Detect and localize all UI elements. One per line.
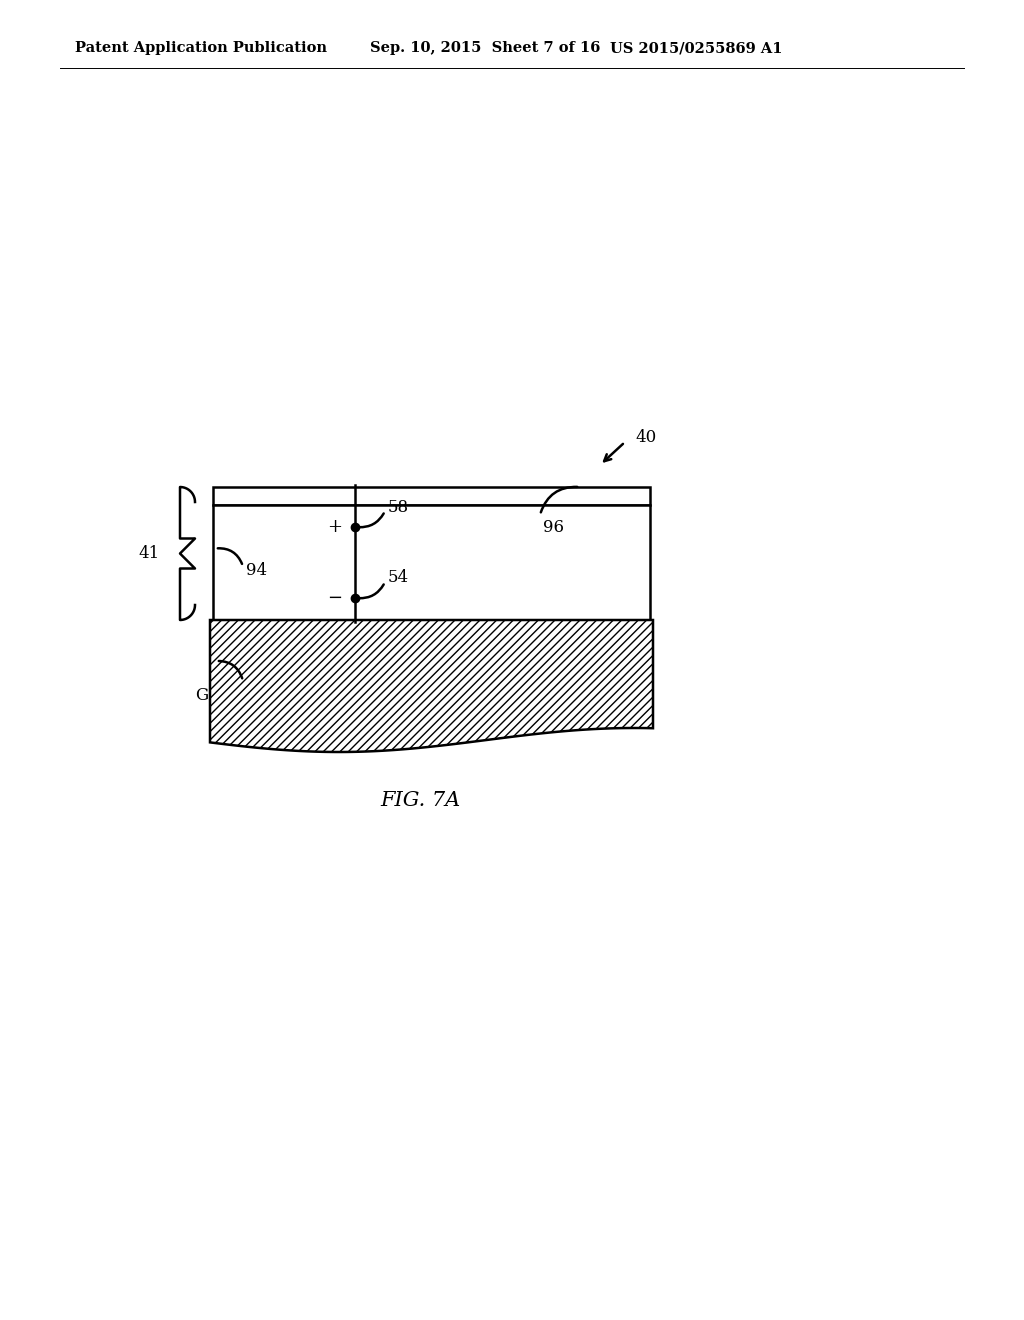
Text: −: − bbox=[328, 589, 343, 607]
Text: Sep. 10, 2015  Sheet 7 of 16: Sep. 10, 2015 Sheet 7 of 16 bbox=[370, 41, 600, 55]
Text: FIG. 7A: FIG. 7A bbox=[380, 791, 460, 809]
Polygon shape bbox=[210, 620, 653, 752]
Polygon shape bbox=[213, 506, 650, 620]
Text: 58: 58 bbox=[388, 499, 410, 516]
Text: 96: 96 bbox=[543, 519, 564, 536]
Text: 54: 54 bbox=[388, 569, 410, 586]
Text: 40: 40 bbox=[635, 429, 656, 446]
Text: US 2015/0255869 A1: US 2015/0255869 A1 bbox=[610, 41, 782, 55]
Text: G: G bbox=[195, 688, 208, 705]
Text: 94: 94 bbox=[246, 562, 267, 579]
Text: Patent Application Publication: Patent Application Publication bbox=[75, 41, 327, 55]
Polygon shape bbox=[213, 487, 650, 506]
Text: +: + bbox=[328, 517, 342, 536]
Text: 41: 41 bbox=[138, 545, 160, 562]
